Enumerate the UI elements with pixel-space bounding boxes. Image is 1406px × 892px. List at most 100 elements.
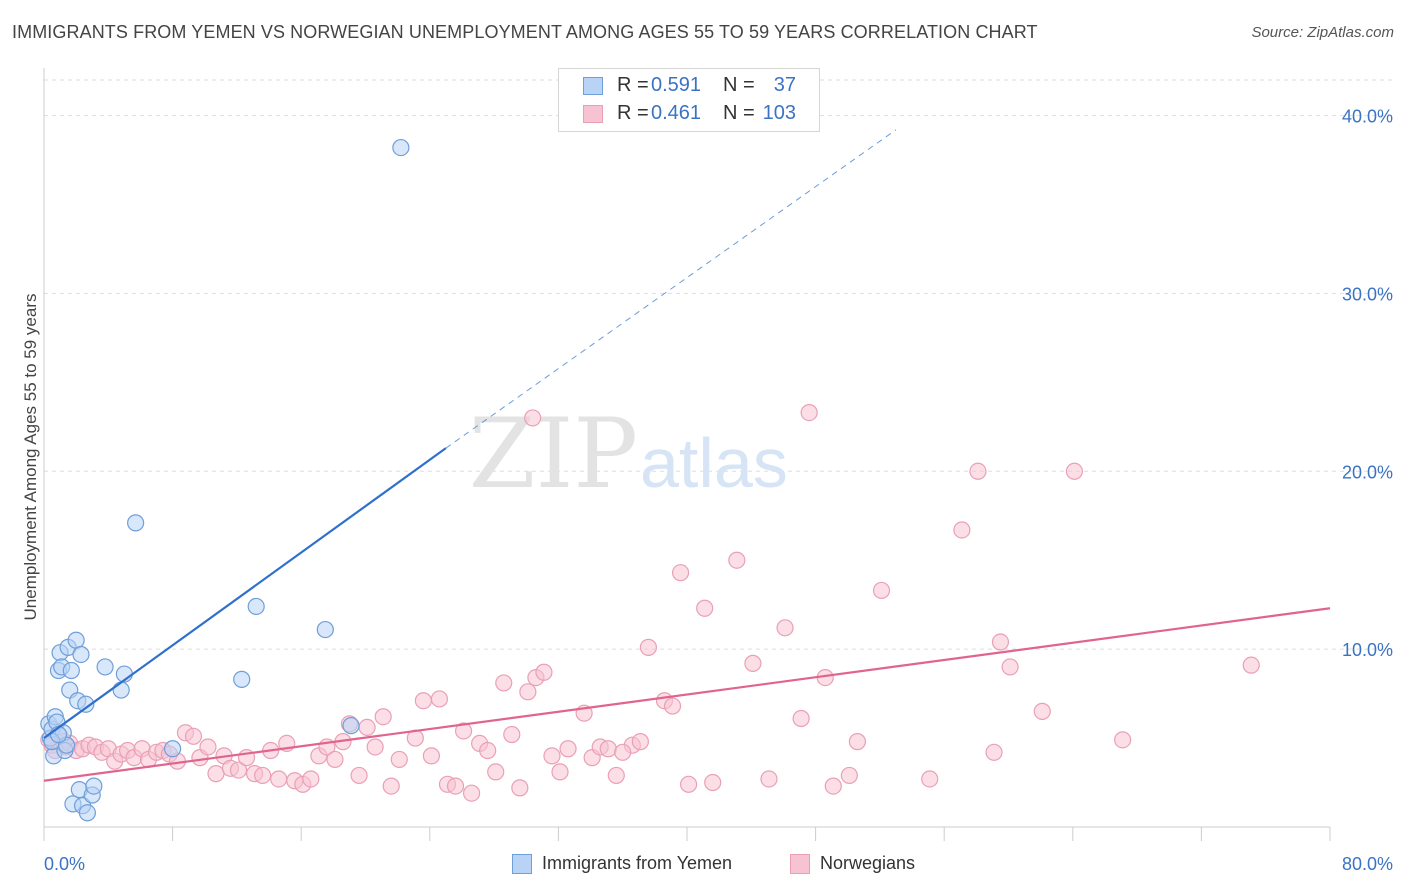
norwegian-point	[840, 766, 858, 785]
yemen-point	[78, 804, 97, 822]
y-tick-label: 20.0%	[1342, 462, 1393, 482]
grid-lines	[44, 79, 1392, 650]
legend-n-label: N =	[723, 102, 755, 124]
norwegian-point	[776, 619, 794, 637]
watermark-atlas: atlas	[640, 424, 788, 502]
norwegian-point	[848, 733, 866, 751]
norwegian-point	[704, 773, 722, 792]
trend-lines	[43, 129, 1331, 782]
norwegian-point	[792, 709, 810, 728]
norwegian-trend-line	[43, 607, 1331, 782]
norwegian-point	[1001, 658, 1019, 676]
stats-legend: R = 0.591 N = 37 R = 0.461 N = 103	[558, 68, 820, 132]
norwegian-point	[503, 725, 521, 744]
legend-n-label: N =	[723, 74, 755, 96]
legend-row-norwegians: R = 0.461 N = 103	[559, 99, 819, 129]
legend-label: Immigrants from Yemen	[542, 853, 733, 873]
legend-row-yemen: R = 0.591 N = 37	[559, 71, 819, 101]
yemen-point	[164, 740, 182, 758]
norwegian-point	[1114, 731, 1132, 749]
norwegian-point	[326, 750, 344, 769]
norwegian-point	[184, 727, 203, 745]
norwegian-point	[229, 761, 248, 779]
series-legend: Immigrants from Yemen Norwegians	[0, 852, 1406, 878]
norwegian-point	[511, 779, 529, 797]
legend-r-value: 0.461	[651, 102, 702, 124]
norwegian-point	[519, 683, 537, 701]
norwegian-point	[254, 766, 272, 785]
yemen-trend-extension	[445, 129, 897, 449]
norwegian-point	[543, 747, 561, 765]
x-tick-label: 0.0%	[44, 854, 85, 874]
norwegian-point	[607, 766, 625, 785]
norwegian-point	[985, 743, 1003, 761]
source-label: Source: ZipAtlas.com	[1251, 24, 1394, 41]
norwegian-point	[599, 740, 617, 758]
norwegian-point	[422, 747, 441, 765]
watermark-zip: ZIP	[469, 398, 638, 510]
norwegian-point	[559, 740, 577, 758]
tick-labels: 10.0% 20.0% 30.0% 40.0% 0.0% 80.0%	[44, 107, 1393, 874]
norwegian-point	[390, 750, 408, 769]
norwegian-point	[350, 766, 368, 785]
norwegian-point	[760, 770, 778, 788]
legend-n-value: 103	[762, 102, 796, 124]
legend-swatch-blue	[512, 854, 532, 874]
y-tick-label: 40.0%	[1342, 107, 1393, 127]
norwegian-point	[953, 521, 971, 539]
norwegian-point	[614, 743, 632, 761]
norwegian-point	[728, 551, 746, 569]
x-tick-label: 80.0%	[1342, 854, 1393, 874]
legend-swatch-pink	[790, 854, 810, 874]
norwegian-point	[663, 697, 682, 715]
norwegian-point	[1065, 462, 1084, 480]
y-axis-label: Unemployment Among Ages 55 to 59 years	[21, 293, 40, 621]
norwegian-point	[479, 741, 497, 760]
yemen-point	[72, 645, 90, 664]
norwegian-point	[495, 674, 513, 692]
norwegian-point	[671, 564, 690, 582]
norwegian-point	[454, 722, 473, 740]
norwegian-point	[535, 663, 553, 681]
yemen-point	[342, 717, 360, 735]
norwegian-point	[414, 692, 432, 710]
norwegian-point	[1033, 702, 1051, 720]
norwegian-point	[199, 738, 217, 756]
yemen-point	[127, 514, 145, 532]
y-tick-label: 30.0%	[1342, 284, 1393, 304]
norwegian-point	[270, 770, 288, 788]
norwegian-point	[551, 763, 569, 781]
norwegian-point	[639, 638, 658, 656]
norwegian-point	[631, 733, 649, 751]
legend-n-value: 37	[773, 74, 796, 96]
axes	[43, 68, 1331, 841]
norwegian-point	[358, 718, 376, 737]
yemen-point	[233, 670, 251, 688]
legend-swatch-blue	[583, 77, 603, 95]
norwegian-point	[921, 770, 939, 788]
norwegian-point	[366, 738, 384, 756]
yemen-point	[77, 695, 95, 713]
yemen-point	[392, 138, 410, 157]
norwegian-point	[430, 690, 449, 708]
norwegian-point	[696, 599, 714, 617]
yemen-point	[67, 631, 85, 649]
legend-label: Norwegians	[820, 853, 916, 873]
norwegian-point	[991, 633, 1010, 651]
norwegian-point	[744, 654, 762, 672]
norwegian-point	[969, 462, 987, 480]
norwegian-point	[824, 777, 842, 795]
legend-r-value: 0.591	[651, 74, 702, 96]
norwegian-point	[302, 770, 320, 788]
legend-r-label: R =	[617, 102, 649, 124]
legend-r-label: R =	[617, 74, 649, 96]
norwegian-point	[207, 765, 225, 783]
norwegian-point	[1242, 656, 1260, 674]
yemen-point	[112, 681, 130, 699]
norwegian-point	[872, 581, 891, 600]
yemen-point	[62, 661, 80, 680]
norwegian-point	[800, 403, 818, 422]
yemen-point	[316, 620, 334, 639]
yemen-point	[85, 777, 103, 795]
